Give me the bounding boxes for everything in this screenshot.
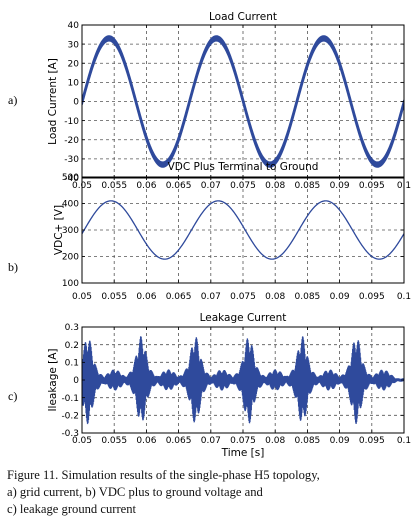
panel-label: b)	[8, 260, 18, 274]
x-tick-label: 0.085	[295, 292, 321, 302]
caption-line-1: Figure 11. Simulation results of the sin…	[7, 468, 320, 482]
y-tick-label: 100	[62, 279, 79, 289]
chart-panel-3: c) Leakage Current 0.05 0.055 0.06 0.065 0.07 0…	[8, 312, 411, 459]
x-tick-label: 0.08	[265, 292, 285, 302]
x-tick-label: 0.095	[359, 292, 385, 302]
y-tick-label: 400	[62, 200, 79, 210]
x-tick-label: 0.06	[136, 436, 156, 446]
y-axis-label: Ileakage [A]	[47, 348, 59, 411]
y-tick-label: 200	[62, 253, 79, 263]
y-tick-label: 40	[68, 21, 80, 31]
x-tick-label: 0.09	[330, 292, 350, 302]
y-tick-label: -20	[64, 136, 79, 146]
chart-panel-2: b) VDC Plus Terminal to Ground 0.05 0.055 0.…	[8, 161, 411, 302]
x-tick-label: 0.05	[72, 292, 92, 302]
panel-label: c)	[8, 389, 17, 403]
y-tick-label: 0.1	[65, 359, 79, 369]
y-axis-label: Load Current [A]	[47, 58, 59, 145]
y-tick-label: 20	[68, 59, 80, 69]
x-tick-label: 0.065	[166, 436, 192, 446]
series-line	[82, 200, 404, 260]
x-tick-label: 0.1	[397, 292, 411, 302]
panel-label: a)	[8, 93, 17, 107]
y-tick-label: 0	[73, 98, 79, 108]
x-tick-label: 0.065	[166, 292, 192, 302]
x-tick-label: 0.095	[359, 436, 385, 446]
x-tick-label: 0.05	[72, 436, 92, 446]
chart-title: Leakage Current	[200, 312, 287, 324]
y-tick-label: -10	[64, 117, 79, 127]
series-line	[82, 336, 404, 425]
caption-line-3: c) leakage ground current	[7, 502, 137, 516]
grid	[81, 176, 405, 284]
y-tick-label: 300	[62, 226, 79, 236]
figure-caption: Figure 11. Simulation results of the sin…	[7, 467, 412, 518]
x-tick-label: 0.1	[397, 436, 411, 446]
x-tick-label: 0.075	[230, 436, 256, 446]
x-tick-label: 0.07	[201, 436, 221, 446]
y-tick-label: 10	[68, 79, 80, 89]
caption-line-2: a) grid current, b) VDC plus to ground v…	[7, 485, 263, 499]
x-tick-label: 0.075	[230, 292, 256, 302]
x-tick-label: 0.085	[295, 436, 321, 446]
y-tick-label: -0.2	[61, 412, 79, 422]
y-tick-label: 500	[62, 173, 79, 183]
chart-title: VDC Plus Terminal to Ground	[168, 161, 319, 173]
x-tick-label: 0.055	[101, 436, 127, 446]
y-tick-label: 0.3	[65, 323, 79, 333]
y-tick-label: -0.3	[61, 429, 79, 439]
x-tick-label: 0.09	[330, 436, 350, 446]
chart-title: Load Current	[209, 11, 277, 23]
y-tick-label: 30	[68, 40, 80, 50]
y-tick-label: -40	[64, 174, 79, 184]
y-axis-label: VDC+ [V]	[53, 205, 65, 255]
y-tick-label: -0.1	[61, 394, 79, 404]
x-axis-label: Time [s]	[221, 447, 265, 459]
series-line	[82, 35, 404, 168]
x-tick-label: 0.07	[201, 292, 221, 302]
y-tick-label: -30	[64, 155, 79, 165]
y-tick-label: 0	[73, 376, 79, 386]
y-tick-label: 0.2	[65, 341, 79, 351]
x-tick-label: 0.06	[136, 292, 156, 302]
x-tick-label: 0.08	[265, 436, 285, 446]
x-tick-label: 0.055	[101, 292, 127, 302]
